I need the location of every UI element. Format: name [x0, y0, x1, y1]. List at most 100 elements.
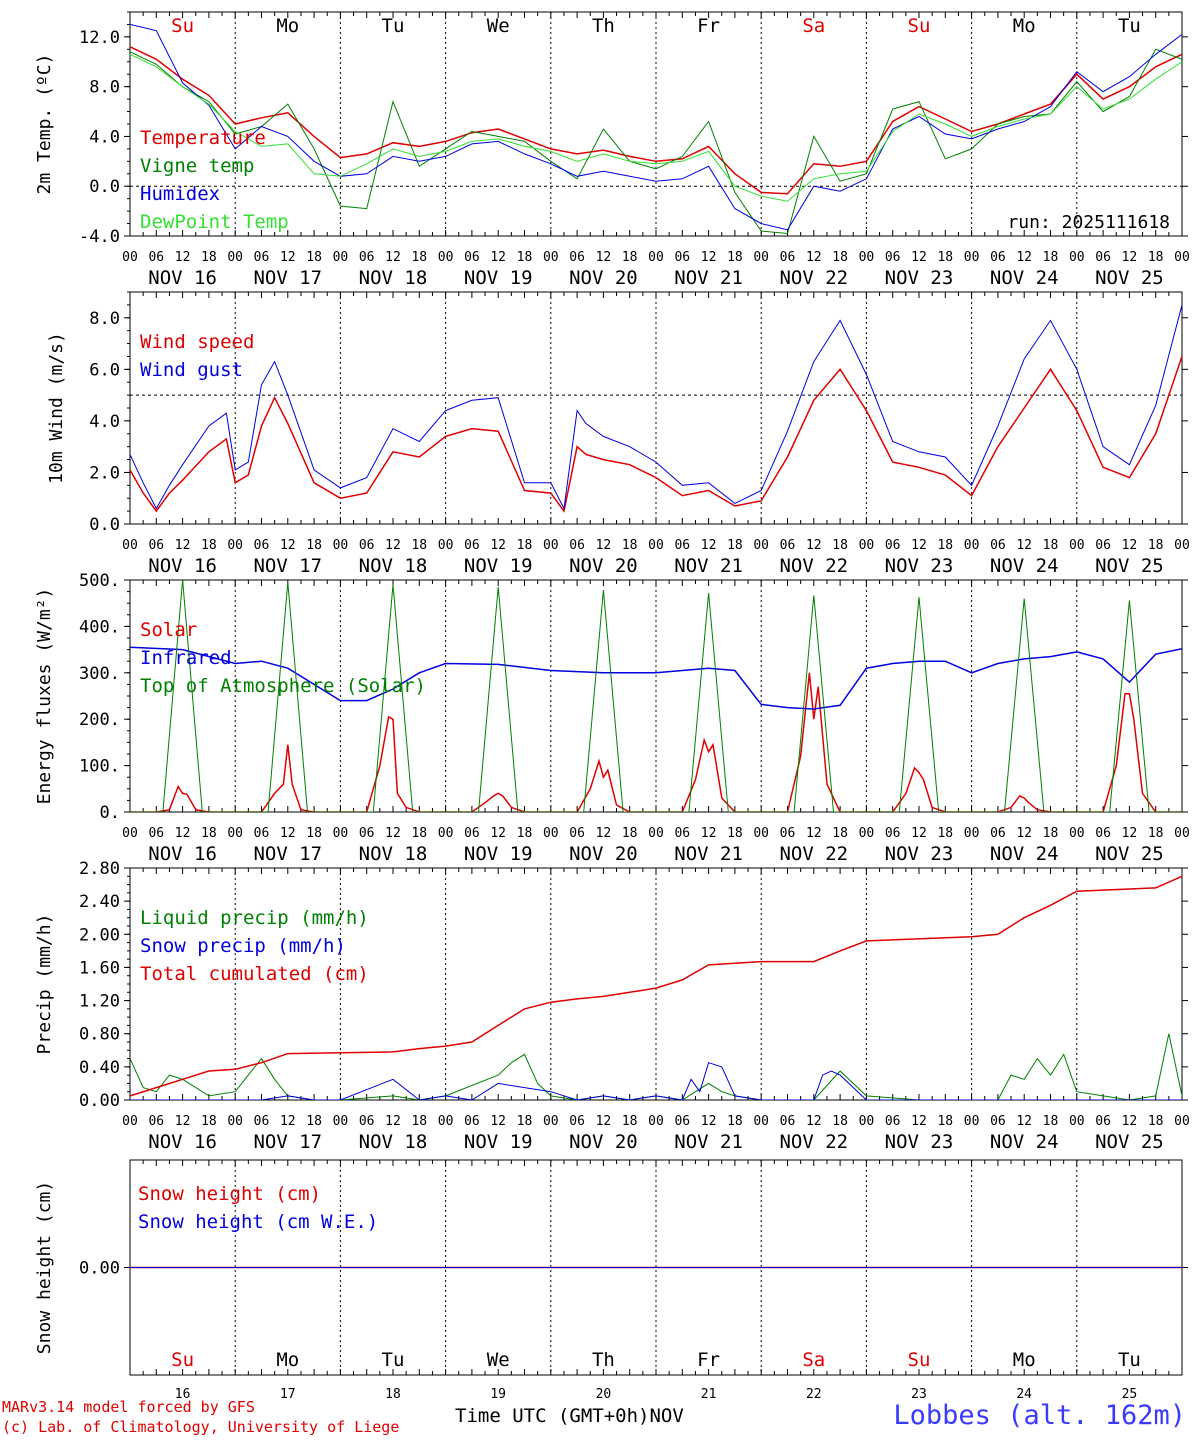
y-tick-label: 0.00 [79, 1259, 120, 1279]
legend-entry: Total cumulated (cm) [140, 963, 369, 985]
hour-tick-label: 12 [596, 538, 612, 553]
hour-tick-label: 06 [990, 250, 1006, 265]
hour-tick-label: 00 [859, 538, 875, 553]
panel-wind: 0.0 2.0 4.0 6.0 8.0 10m Wind (m/s) Wind speed W… [46, 291, 1190, 577]
y-tick-label: 1.60 [79, 958, 120, 978]
hour-tick-label: 06 [885, 538, 901, 553]
day-of-week-label: Fr [697, 1349, 720, 1371]
date-label: NOV 17 [253, 267, 322, 289]
hour-tick-label: 06 [359, 826, 375, 841]
hour-tick-label: 18 [622, 538, 638, 553]
hour-tick-label: 18 [411, 250, 427, 265]
hour-tick-label: 00 [122, 250, 138, 265]
hour-tick-label: 18 [1148, 826, 1164, 841]
y-axis-title: Snow height (cm) [34, 1181, 55, 1354]
hour-tick-label: 00 [227, 250, 243, 265]
hour-tick-label: 18 [517, 250, 533, 265]
hour-tick-label: 06 [990, 1114, 1006, 1129]
time-axis-label: Time UTC (GMT+0h) [455, 1405, 650, 1427]
hour-tick-label: 00 [122, 1114, 138, 1129]
y-tick-label: 8.0 [89, 309, 120, 329]
hour-tick-label: 00 [964, 538, 980, 553]
hour-tick-label: 18 [727, 1114, 743, 1129]
hour-tick-label: 06 [254, 1114, 270, 1129]
hour-tick-label: 00 [859, 250, 875, 265]
day-number-label: 22 [806, 1387, 822, 1402]
hour-tick-label: 12 [1016, 250, 1032, 265]
hour-tick-label: 00 [333, 1114, 349, 1129]
hour-tick-label: 12 [1122, 826, 1138, 841]
day-of-week-label: We [487, 1349, 510, 1371]
hour-tick-label: 18 [832, 538, 848, 553]
date-label: NOV 25 [1095, 843, 1164, 865]
hour-tick-label: 00 [333, 538, 349, 553]
hour-tick-label: 12 [385, 1114, 401, 1129]
date-label: NOV 19 [464, 1131, 533, 1153]
date-label: NOV 16 [148, 843, 217, 865]
date-label: NOV 21 [674, 1131, 743, 1153]
hour-tick-label: 18 [832, 250, 848, 265]
hour-tick-label: 12 [911, 538, 927, 553]
hour-tick-label: 00 [543, 538, 559, 553]
day-of-week-label: Tu [1118, 1349, 1141, 1371]
hour-tick-label: 12 [701, 1114, 717, 1129]
panel-energy: 0. 100. 200. 300. 400. 500. Energy fluxes (W/m… [34, 571, 1190, 865]
hour-tick-label: 12 [1122, 1114, 1138, 1129]
date-label: NOV 25 [1095, 1131, 1164, 1153]
day-of-week-label: Mo [1013, 15, 1036, 37]
hour-tick-label: 12 [701, 250, 717, 265]
series-line [130, 1033, 1182, 1100]
hour-tick-label: 12 [596, 250, 612, 265]
series-line [130, 580, 1182, 812]
hour-tick-label: 18 [306, 1114, 322, 1129]
hour-tick-label: 06 [1095, 826, 1111, 841]
hour-tick-label: 18 [517, 826, 533, 841]
legend-entry: Snow precip (mm/h) [140, 935, 346, 957]
hour-tick-label: 18 [727, 826, 743, 841]
date-label: NOV 18 [359, 267, 428, 289]
run-label: run: 2025111618 [1007, 212, 1170, 233]
y-tick-label: 6.0 [89, 360, 120, 380]
y-axis-title: 2m Temp. (ºC) [34, 54, 55, 195]
hour-tick-label: 06 [148, 1114, 164, 1129]
hour-tick-label: 06 [148, 826, 164, 841]
legend-entry: Temperature [140, 127, 266, 149]
hour-tick-label: 12 [911, 1114, 927, 1129]
legend-entry: Infrared [140, 647, 232, 669]
hour-tick-label: 18 [937, 538, 953, 553]
hour-tick-label: 00 [1069, 250, 1085, 265]
legend-entry: Top of Atmosphere (Solar) [140, 675, 426, 697]
hour-tick-label: 06 [780, 250, 796, 265]
hour-tick-label: 06 [254, 826, 270, 841]
hour-tick-label: 18 [1043, 1114, 1059, 1129]
hour-tick-label: 12 [701, 826, 717, 841]
y-tick-label: 100. [79, 757, 120, 777]
day-number-label: 16 [175, 1387, 191, 1402]
y-tick-label: -4.0 [79, 227, 120, 247]
day-of-week-label: Mo [276, 1349, 299, 1371]
y-tick-label: 12.0 [79, 28, 120, 48]
date-label: NOV 22 [779, 555, 848, 577]
day-of-week-label: Sa [802, 15, 825, 37]
y-axis-title: Energy fluxes (W/m²) [34, 588, 55, 805]
hour-tick-label: 06 [885, 250, 901, 265]
hour-tick-label: 18 [622, 250, 638, 265]
date-label: NOV 24 [990, 267, 1059, 289]
hour-tick-label: 00 [227, 538, 243, 553]
day-of-week-label: Fr [697, 15, 720, 37]
y-tick-label: 2.0 [89, 463, 120, 483]
date-label: NOV 20 [569, 555, 638, 577]
hour-tick-label: 12 [385, 538, 401, 553]
hour-tick-label: 12 [911, 826, 927, 841]
hour-tick-label: 12 [806, 250, 822, 265]
hour-tick-label: 06 [674, 538, 690, 553]
hour-tick-label: 12 [1016, 538, 1032, 553]
date-label: NOV 24 [990, 843, 1059, 865]
hour-tick-label: 18 [727, 250, 743, 265]
series-line [130, 46, 1182, 195]
hour-tick-label: 12 [280, 1114, 296, 1129]
hour-tick-label: 00 [648, 538, 664, 553]
hour-tick-label: 00 [438, 826, 454, 841]
series-line [130, 304, 1182, 511]
y-tick-label: 4.0 [89, 412, 120, 432]
